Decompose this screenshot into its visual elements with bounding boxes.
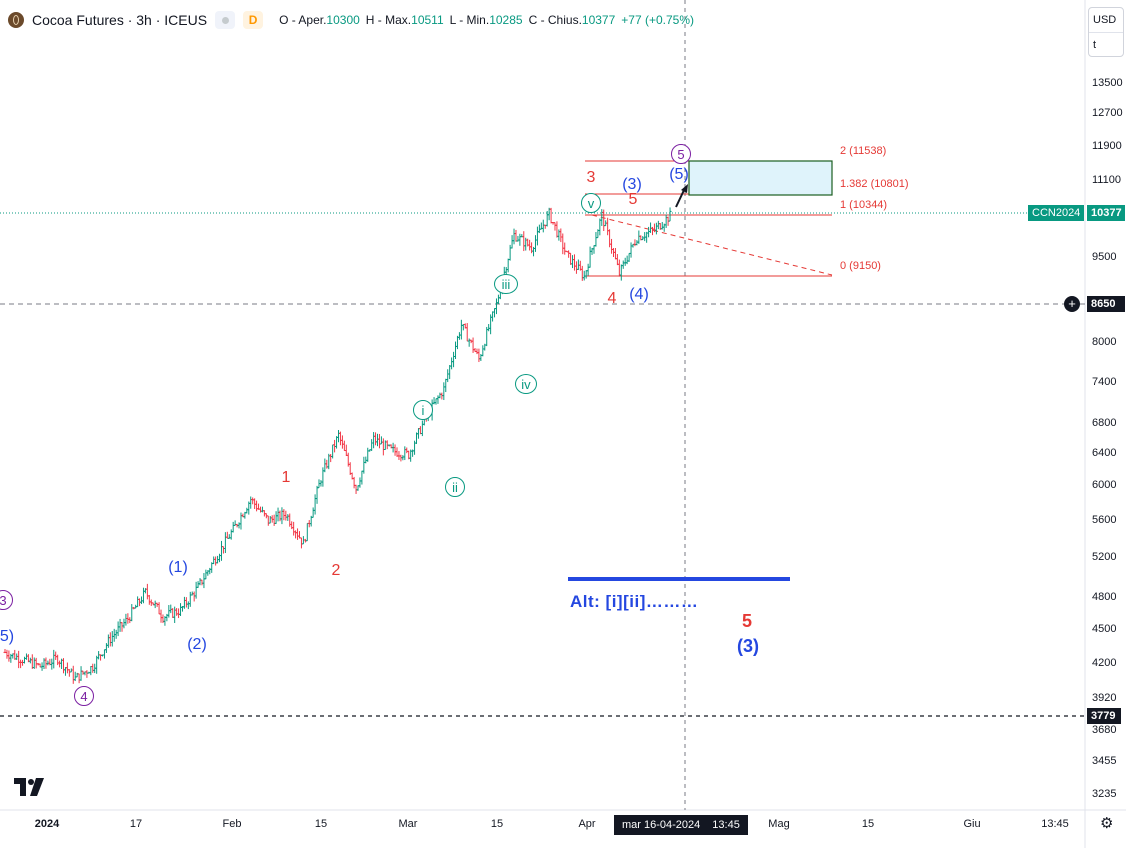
last-price-tag: 10377 xyxy=(1087,205,1125,221)
alt-annotation: Alt: [i][ii]……… xyxy=(570,592,699,611)
y-tick: 6400 xyxy=(1092,447,1117,459)
x-tick: 2024 xyxy=(34,818,60,830)
crosshair-price-tag: 8650 xyxy=(1087,296,1125,312)
y-tick: 4200 xyxy=(1092,657,1117,669)
wave-label-red-5: 5 xyxy=(628,191,638,208)
y-tick: 8000 xyxy=(1092,336,1117,348)
add-alert-plus-icon[interactable]: + xyxy=(1064,296,1080,312)
y-tick: 3455 xyxy=(1092,755,1117,767)
wave-label-alt-5: 5 xyxy=(741,611,753,631)
wave-label-green-i: i xyxy=(413,400,433,420)
ohlc-low: L - Min.10285 xyxy=(449,13,523,27)
y-tick: 4800 xyxy=(1092,591,1117,603)
wave-label-blue-4: (4) xyxy=(629,286,649,303)
y-tick: 6000 xyxy=(1092,479,1117,491)
wave-label-blue-5-edge: 5) xyxy=(0,628,15,645)
y-tick: 6800 xyxy=(1092,417,1117,429)
x-tick: Mag xyxy=(768,818,790,830)
x-tick: Apr xyxy=(578,818,596,830)
wave-label-red-1: 1 xyxy=(281,469,291,486)
wave-label-green-iv: iv xyxy=(515,374,537,394)
x-tick: 15 xyxy=(314,818,328,830)
y-tick: 5600 xyxy=(1092,514,1117,526)
delayed-data-badge[interactable]: D xyxy=(243,11,264,29)
y-tick: 3920 xyxy=(1092,692,1117,704)
fib-label-0: 0 (9150) xyxy=(840,260,881,272)
y-tick: 11900 xyxy=(1092,140,1122,152)
ohlc-high: H - Max.10511 xyxy=(365,13,444,27)
target-zone-box xyxy=(688,160,833,196)
wave-label-blue-2: (2) xyxy=(187,636,207,653)
wave-label-red-3: 3 xyxy=(586,169,596,186)
crosshair-time: 13:45 xyxy=(712,819,740,831)
ohlc-open: O - Aper.10300 xyxy=(279,13,360,27)
x-tick: Giu xyxy=(963,818,981,830)
y-tick: 3235 xyxy=(1092,788,1117,800)
wave-label-purple-5: 5 xyxy=(671,144,691,164)
crosshair-time-tag: mar 16-04-2024 13:45 xyxy=(614,815,748,835)
y-tick: 3680 xyxy=(1092,724,1117,736)
fib-label-1382: 1.382 (10801) xyxy=(840,178,909,190)
legend-header: Cocoa Futures · 3h · ICEUS D O - Aper.10… xyxy=(8,9,694,31)
y-tick: 4500 xyxy=(1092,623,1117,635)
fib-trend-dashed xyxy=(591,214,833,276)
market-status-button[interactable] xyxy=(215,11,236,29)
symbol-title[interactable]: Cocoa Futures · 3h · ICEUS xyxy=(32,12,208,28)
y-tick: 11100 xyxy=(1092,174,1121,186)
low-line-price-tag: 3779 xyxy=(1087,708,1121,724)
x-tick: 17 xyxy=(129,818,143,830)
wave-label-green-iii: iii xyxy=(494,274,518,294)
wave-label-green-ii: ii xyxy=(445,477,465,497)
fib-label-1: 1 (10344) xyxy=(840,199,888,211)
wave-label-blue-5: (5) xyxy=(669,166,689,183)
y-tick: 12700 xyxy=(1092,107,1123,119)
ohlc-change: +77 (+0.75%) xyxy=(621,13,694,27)
wave-label-red-4: 4 xyxy=(607,290,617,307)
y-tick: 13500 xyxy=(1092,77,1123,89)
fib-label-2: 2 (11538) xyxy=(840,145,887,157)
ohlc-values: O - Aper.10300 H - Max.10511 L - Min.102… xyxy=(279,13,694,27)
wave-label-blue-1: (1) xyxy=(168,559,188,576)
projection-arrowhead xyxy=(681,184,688,193)
wave-label-green-v: v xyxy=(581,193,601,213)
wave-label-purple-4: 4 xyxy=(74,686,94,706)
wave-label-blue-3: (3) xyxy=(622,176,642,193)
x-tick: 15 xyxy=(490,818,504,830)
unit-mode[interactable]: t xyxy=(1093,39,1097,51)
x-tick: 13:45 xyxy=(1041,818,1069,830)
x-tick: Mar xyxy=(398,818,418,830)
ohlc-close: C - Chius.10377 xyxy=(528,13,616,27)
x-tick: Feb xyxy=(222,818,242,830)
price-bars xyxy=(3,207,672,684)
crosshair-date: mar 16-04-2024 xyxy=(622,819,701,831)
status-dot-icon xyxy=(221,16,229,24)
x-tick: 15 xyxy=(861,818,875,830)
y-tick: 5200 xyxy=(1092,551,1117,563)
wave-label-alt-3: (3) xyxy=(737,636,759,656)
settings-gear-icon[interactable]: ⚙ xyxy=(1100,815,1114,832)
symbol-price-tag: CCN2024 xyxy=(1028,205,1085,221)
y-tick: 9500 xyxy=(1092,251,1117,263)
y-tick: 7400 xyxy=(1092,376,1117,388)
currency-unit[interactable]: USD xyxy=(1089,8,1123,33)
cocoa-symbol-icon xyxy=(8,12,24,28)
wave-label-red-2: 2 xyxy=(331,562,341,579)
tradingview-logo-icon[interactable] xyxy=(14,778,46,796)
currency-selector[interactable]: USD t xyxy=(1088,7,1124,57)
